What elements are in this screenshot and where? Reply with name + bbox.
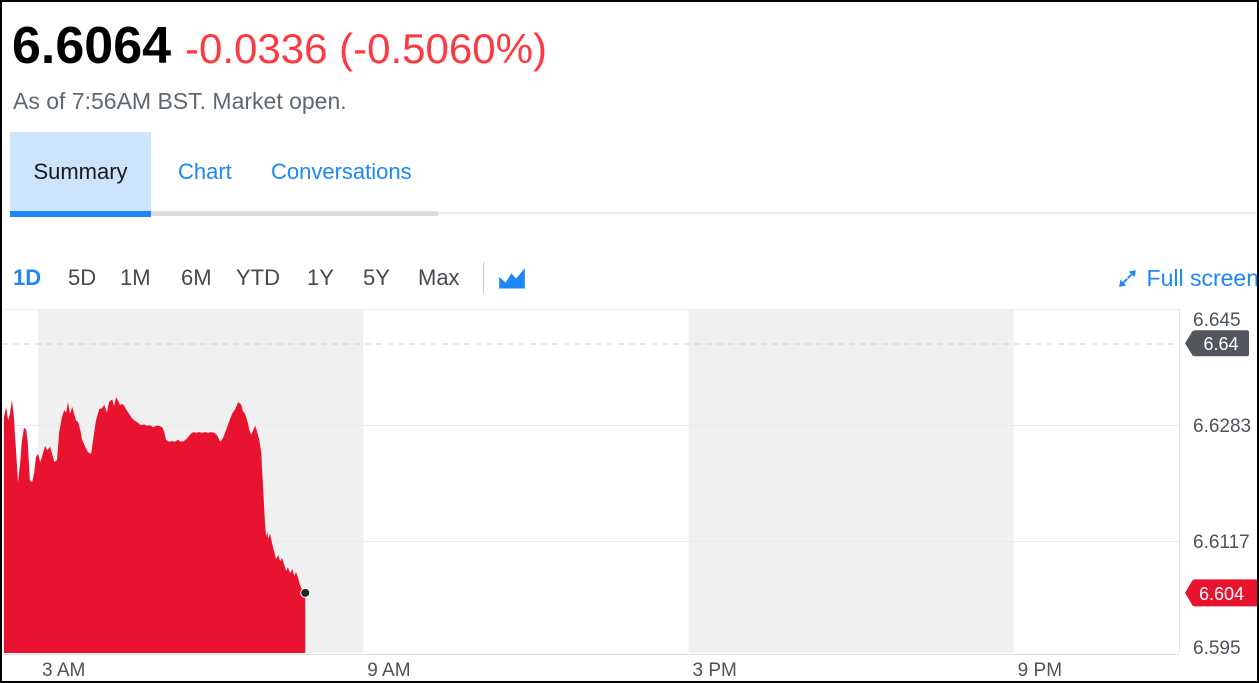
as-of-timestamp: As of 7:56AM BST. Market open. <box>13 88 347 114</box>
y-axis-label: 6.645 <box>1193 310 1241 331</box>
price-area-series <box>3 397 306 653</box>
last-price-badge-value: 6.604 <box>1199 584 1244 604</box>
current-price: 6.6064 <box>12 17 172 75</box>
quote-header: 6.6064 -0.0336 (-0.5060%) <box>12 16 547 76</box>
range-6m[interactable]: 6M <box>181 255 212 301</box>
fullscreen-button[interactable]: Full screen <box>1117 255 1259 301</box>
y-axis-label: 6.6283 <box>1193 416 1251 437</box>
tab-summary[interactable]: Summary <box>10 132 151 211</box>
price-change: -0.0336 (-0.5060%) <box>185 25 547 72</box>
range-5y[interactable]: 5Y <box>363 255 390 301</box>
prev-close-badge-value: 6.64 <box>1203 334 1238 354</box>
x-axis-label: 3 AM <box>42 660 85 681</box>
range-1m[interactable]: 1M <box>120 255 151 301</box>
price-chart[interactable]: 3 AM 9 AM 3 PM 9 PM 6.645 6.6283 6.6117 6.595 6.… <box>2 309 1259 683</box>
tab-conversations[interactable]: Conversations <box>267 132 416 211</box>
tab-divider-line <box>151 211 438 216</box>
fullscreen-label: Full screen <box>1146 264 1259 291</box>
range-1y[interactable]: 1Y <box>307 255 334 301</box>
chart-type-button[interactable] <box>498 266 526 290</box>
time-band <box>688 309 1014 653</box>
active-tab-indicator <box>10 211 151 217</box>
x-axis-label: 3 PM <box>692 660 736 681</box>
toolbar-divider <box>483 262 484 294</box>
range-max[interactable]: Max <box>418 255 460 301</box>
last-price-badge-tip <box>1185 579 1193 607</box>
x-axis-label: 9 PM <box>1018 660 1062 681</box>
x-axis-label: 9 AM <box>367 660 410 681</box>
tab-bar: Summary Chart Conversations <box>2 132 1257 217</box>
tab-divider-line-faint <box>438 212 1257 214</box>
area-chart-icon <box>498 268 526 293</box>
range-1d[interactable]: 1D <box>13 255 41 301</box>
expand-arrows-icon <box>1117 268 1138 289</box>
range-ytd[interactable]: YTD <box>236 255 280 301</box>
last-price-marker <box>300 587 311 598</box>
y-axis-label: 6.6117 <box>1193 532 1250 553</box>
range-5d[interactable]: 5D <box>68 255 96 301</box>
prev-close-badge <box>1193 330 1249 357</box>
last-price-badge <box>1193 579 1257 607</box>
tab-chart[interactable]: Chart <box>174 132 236 211</box>
y-axis-label: 6.595 <box>1193 638 1241 659</box>
prev-close-badge-tip <box>1185 330 1193 357</box>
chart-toolbar: 1D 5D 1M 6M YTD 1Y 5Y Max Full screen <box>2 255 1259 301</box>
